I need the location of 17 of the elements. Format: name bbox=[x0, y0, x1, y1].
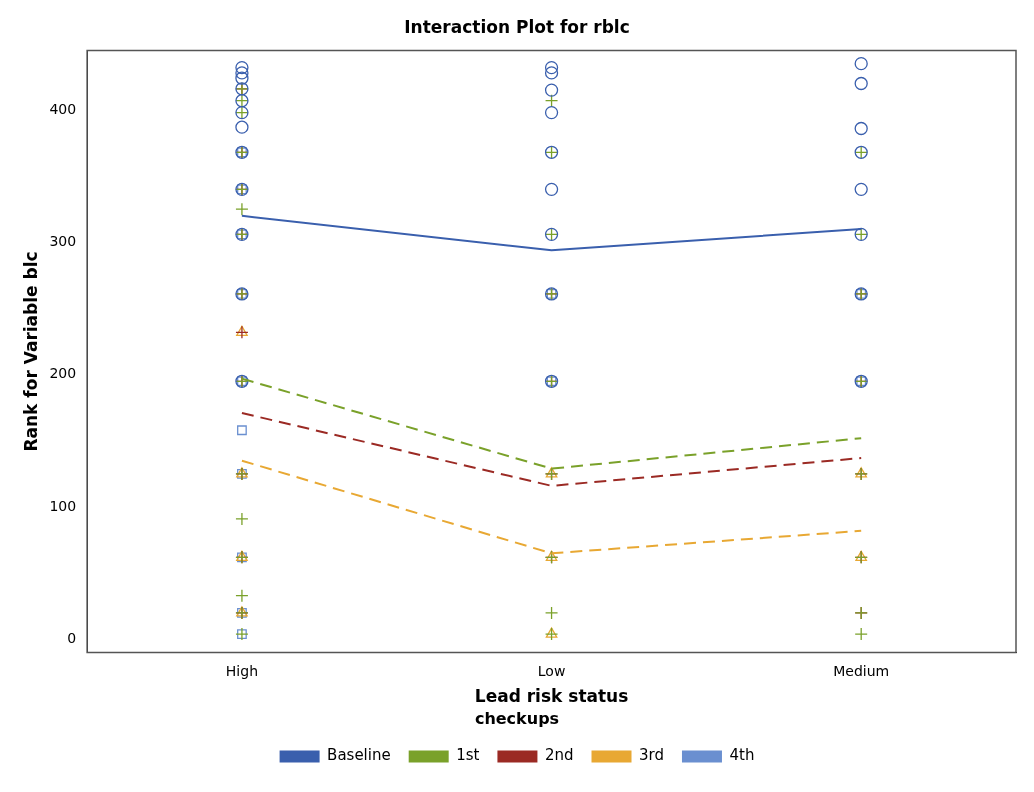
y-tick-label: 0 bbox=[67, 630, 77, 647]
chart-title: Interaction Plot for rblc bbox=[404, 16, 630, 37]
legend-label: 3rd bbox=[639, 746, 664, 765]
x-tick-label: Low bbox=[537, 662, 566, 679]
legend-label: 4th bbox=[729, 746, 755, 765]
y-tick-label: 400 bbox=[49, 100, 77, 117]
y-axis-title: Rank for Variable blc bbox=[20, 251, 41, 452]
legend-label: 2nd bbox=[544, 746, 574, 765]
legend-label: Baseline bbox=[327, 746, 391, 765]
x-axis-title: Lead risk status bbox=[474, 686, 629, 707]
legend-label: 1st bbox=[456, 746, 480, 765]
y-tick-label: 100 bbox=[49, 497, 77, 514]
x-tick-label: High bbox=[225, 662, 259, 679]
x-tick-label: Medium bbox=[833, 662, 890, 679]
y-tick-label: 200 bbox=[49, 365, 77, 382]
y-tick-label: 300 bbox=[49, 232, 77, 249]
legend-title: checkups bbox=[474, 708, 560, 728]
